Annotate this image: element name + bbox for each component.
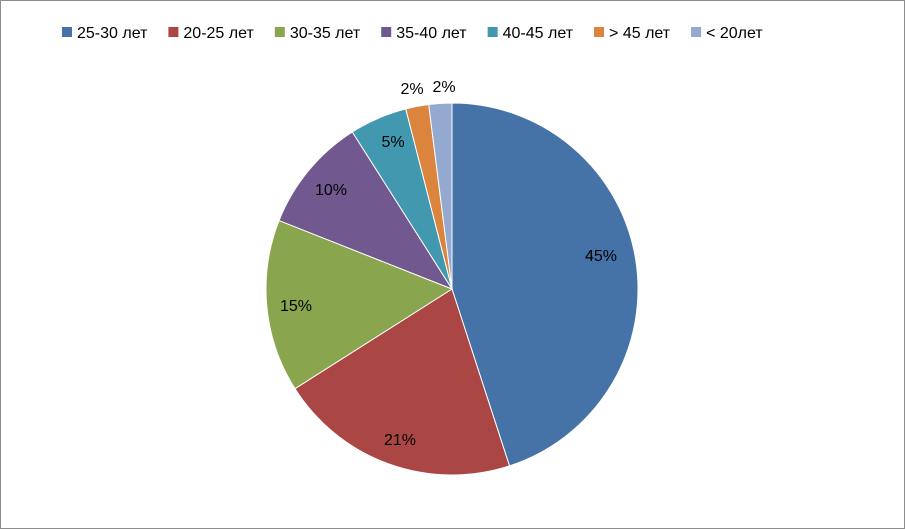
data-label-1: 21%: [384, 432, 416, 449]
pie-slice-1: [294, 288, 511, 476]
data-label-6: 2%: [432, 79, 455, 96]
data-label-4: 5%: [381, 134, 404, 151]
legend-label-4: 40-45 лет: [503, 25, 574, 42]
legend-swatch-2: [274, 27, 285, 37]
legend-label-1: 20-25 лет: [183, 25, 254, 42]
legend-label-0: 25-30 лет: [77, 25, 148, 42]
data-labels: 45% 21% 15% 10% 5% 2% 2%: [280, 79, 617, 449]
pie-slices: [265, 102, 639, 476]
data-label-5: 2%: [400, 81, 423, 98]
legend-swatch-6: [691, 27, 702, 37]
legend-swatch-1: [168, 27, 179, 37]
pie-slice-2: [265, 219, 454, 390]
legend-swatch-5: [594, 27, 605, 37]
data-label-2: 15%: [280, 298, 312, 315]
pie-slice-3: [278, 131, 454, 291]
legend-label-6: < 20лет: [706, 25, 763, 42]
legend-swatch-4: [487, 27, 498, 37]
legend-swatch-3: [381, 27, 392, 37]
legend-label-3: 35-40 лет: [396, 25, 467, 42]
legend: 25-30 лет 20-25 лет 30-35 лет 35-40 лет 40-4…: [62, 25, 763, 42]
legend-swatch-0: [62, 27, 72, 37]
pie-slice-0: [451, 102, 639, 467]
data-label-0: 45%: [585, 248, 617, 265]
pie-slice-6: [428, 102, 453, 290]
legend-label-2: 30-35 лет: [290, 25, 361, 42]
data-label-3: 10%: [315, 182, 347, 199]
legend-label-5: > 45 лет: [609, 25, 671, 42]
